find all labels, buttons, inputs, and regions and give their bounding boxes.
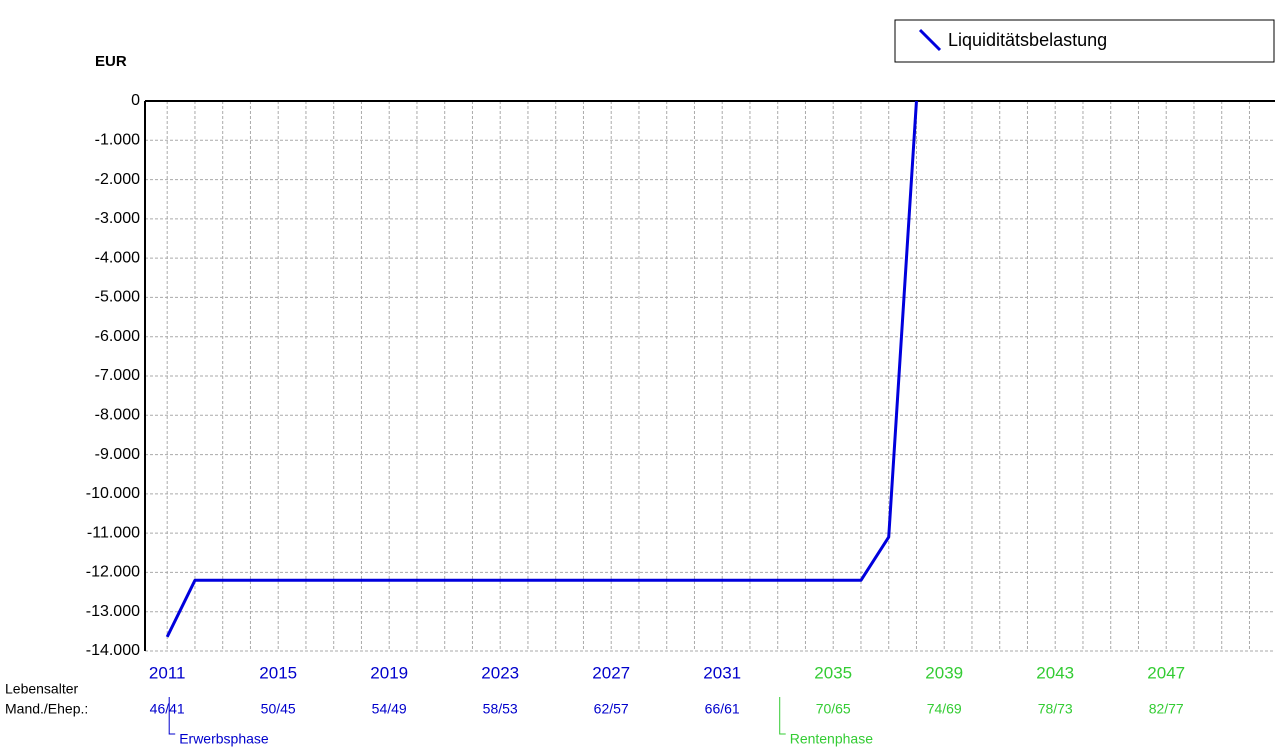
y-tick-label: -10.000 — [86, 485, 140, 502]
age-label: 46/41 — [150, 701, 185, 717]
y-tick-label: 0 — [131, 92, 140, 109]
legend-swatch — [918, 28, 942, 52]
phase-marker — [779, 697, 786, 735]
age-label: 70/65 — [816, 701, 851, 717]
phase-marker — [168, 697, 176, 735]
age-label: 74/69 — [927, 701, 962, 717]
age-label: 62/57 — [594, 701, 629, 717]
legend-box — [894, 19, 1275, 63]
x-tick-label: 2039 — [925, 663, 963, 682]
age-label: 54/49 — [372, 701, 407, 717]
age-label: 50/45 — [261, 701, 296, 717]
y-tick-label: -8.000 — [95, 407, 140, 424]
legend-label: Liquiditätsbelastung — [948, 30, 1107, 50]
x-tick-label: 2035 — [814, 663, 852, 682]
x-tick-label: 2019 — [370, 663, 408, 682]
x-tick-label: 2015 — [259, 663, 297, 682]
age-label: 82/77 — [1149, 701, 1184, 717]
y-axis-label: EUR — [95, 53, 127, 70]
y-tick-label: -3.000 — [95, 210, 140, 227]
age-label: 58/53 — [483, 701, 518, 717]
age-label: 78/73 — [1038, 701, 1073, 717]
y-tick-label: -12.000 — [86, 564, 140, 581]
line-series — [165, 100, 918, 638]
phase-label: Erwerbsphase — [179, 731, 269, 747]
y-tick-label: -9.000 — [95, 446, 140, 463]
y-tick-label: -7.000 — [95, 367, 140, 384]
x-tick-label: 2011 — [149, 663, 186, 682]
y-tick-label: -1.000 — [95, 132, 140, 149]
y-tick-label: -14.000 — [86, 642, 140, 659]
x-tick-label: 2047 — [1147, 663, 1185, 682]
y-tick-label: -5.000 — [95, 289, 140, 306]
y-tick-label: -13.000 — [86, 603, 140, 620]
phase-label: Rentenphase — [790, 731, 874, 747]
x-tick-label: 2043 — [1036, 663, 1074, 682]
age-title: Lebensalter — [5, 681, 79, 697]
y-tick-label: -11.000 — [87, 524, 140, 541]
y-tick-label: -2.000 — [95, 171, 140, 188]
x-tick-label: 2023 — [481, 663, 519, 682]
y-tick-label: -6.000 — [95, 328, 140, 345]
age-title: Mand./Ehep.: — [5, 701, 88, 717]
x-tick-label: 2027 — [592, 663, 630, 682]
age-label: 66/61 — [705, 701, 740, 717]
x-tick-label: 2031 — [703, 663, 741, 682]
y-tick-label: -4.000 — [95, 249, 140, 266]
